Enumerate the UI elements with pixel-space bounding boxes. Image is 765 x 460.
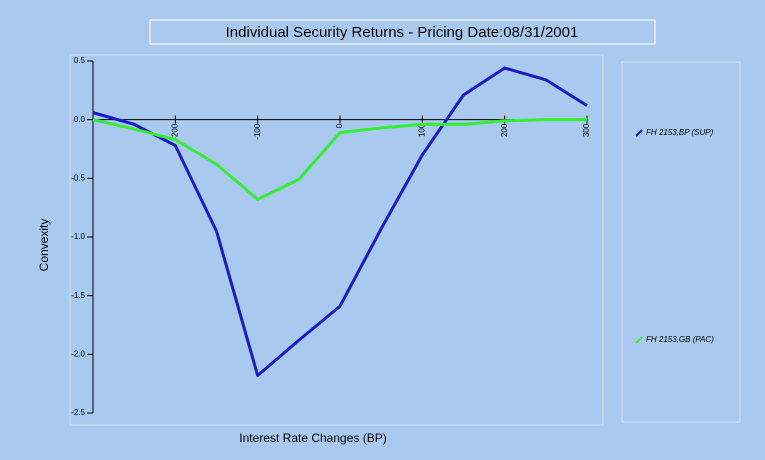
- x-axis-label: Interest Rate Changes (BP): [239, 431, 386, 445]
- y-axis-label: Convexity: [37, 219, 51, 272]
- y-tick-label: -1.5: [71, 291, 85, 300]
- plot-frame: [69, 54, 604, 426]
- y-tick-label: 0.5: [74, 56, 86, 65]
- x-tick-label: 0: [335, 123, 344, 128]
- x-tick-label: -100: [253, 123, 262, 140]
- x-tick-label: 300: [582, 123, 591, 137]
- series-line: [92, 66, 588, 377]
- y-tick-label: -2.5: [71, 408, 85, 417]
- x-tick-label: 100: [417, 123, 426, 137]
- chart-title: Individual Security Returns - Pricing Da…: [226, 24, 579, 41]
- legend-marker: [635, 129, 643, 137]
- x-tick-label: 200: [500, 123, 509, 137]
- y-tick-label: -0.5: [71, 173, 85, 182]
- series-line: [92, 118, 587, 201]
- legend-marker: [635, 336, 643, 344]
- legend-label: FH 2153,BP (SUP): [646, 128, 714, 137]
- legend-box: [621, 61, 741, 423]
- x-tick-label: -200: [170, 123, 179, 140]
- legend-label: FH 2153,GB (PAC): [646, 335, 714, 344]
- y-tick-label: -2.0: [71, 349, 85, 358]
- y-tick-label: -1.0: [71, 232, 85, 241]
- y-tick-label: 0.0: [74, 115, 86, 124]
- title-box: [149, 19, 656, 45]
